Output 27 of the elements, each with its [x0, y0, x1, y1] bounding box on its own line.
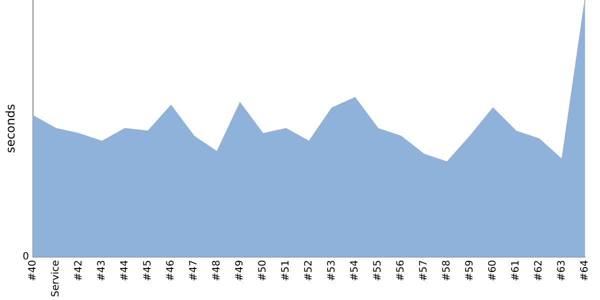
x-tick-label: #62 — [534, 260, 545, 282]
x-tick-label: #58 — [442, 260, 453, 282]
x-tick-label: #53 — [326, 260, 338, 282]
x-tick-label: #42 — [74, 260, 85, 282]
x-tick-label: #57 — [418, 260, 430, 282]
x-tick-label: #52 — [304, 260, 315, 282]
x-tick-label: #64 — [580, 260, 591, 282]
x-tick-label: #48 — [212, 260, 223, 282]
x-tick-label: Service — [50, 260, 62, 298]
x-tick-label: #44 — [120, 260, 131, 282]
x-tick-label: #61 — [510, 260, 522, 282]
x-tick-label: #50 — [258, 260, 269, 282]
x-tick-label: #55 — [372, 260, 384, 282]
x-tick-label: #59 — [464, 260, 476, 282]
x-tick-label: #63 — [556, 260, 568, 282]
x-tick-label: #40 — [28, 260, 39, 282]
x-tick-label: #60 — [488, 260, 499, 282]
x-tick-label: #46 — [166, 260, 177, 282]
x-tick-label: #45 — [142, 260, 154, 282]
text: 0 — [22, 252, 29, 263]
x-tick-label: #54 — [350, 260, 361, 282]
x-tick-label: #49 — [234, 260, 246, 282]
x-tick-label: #47 — [188, 260, 200, 282]
x-tick-label: #51 — [280, 260, 292, 282]
y-axis-title: seconds — [3, 104, 18, 154]
x-tick-label: #43 — [96, 260, 108, 282]
x-tick-label: #56 — [396, 260, 407, 282]
